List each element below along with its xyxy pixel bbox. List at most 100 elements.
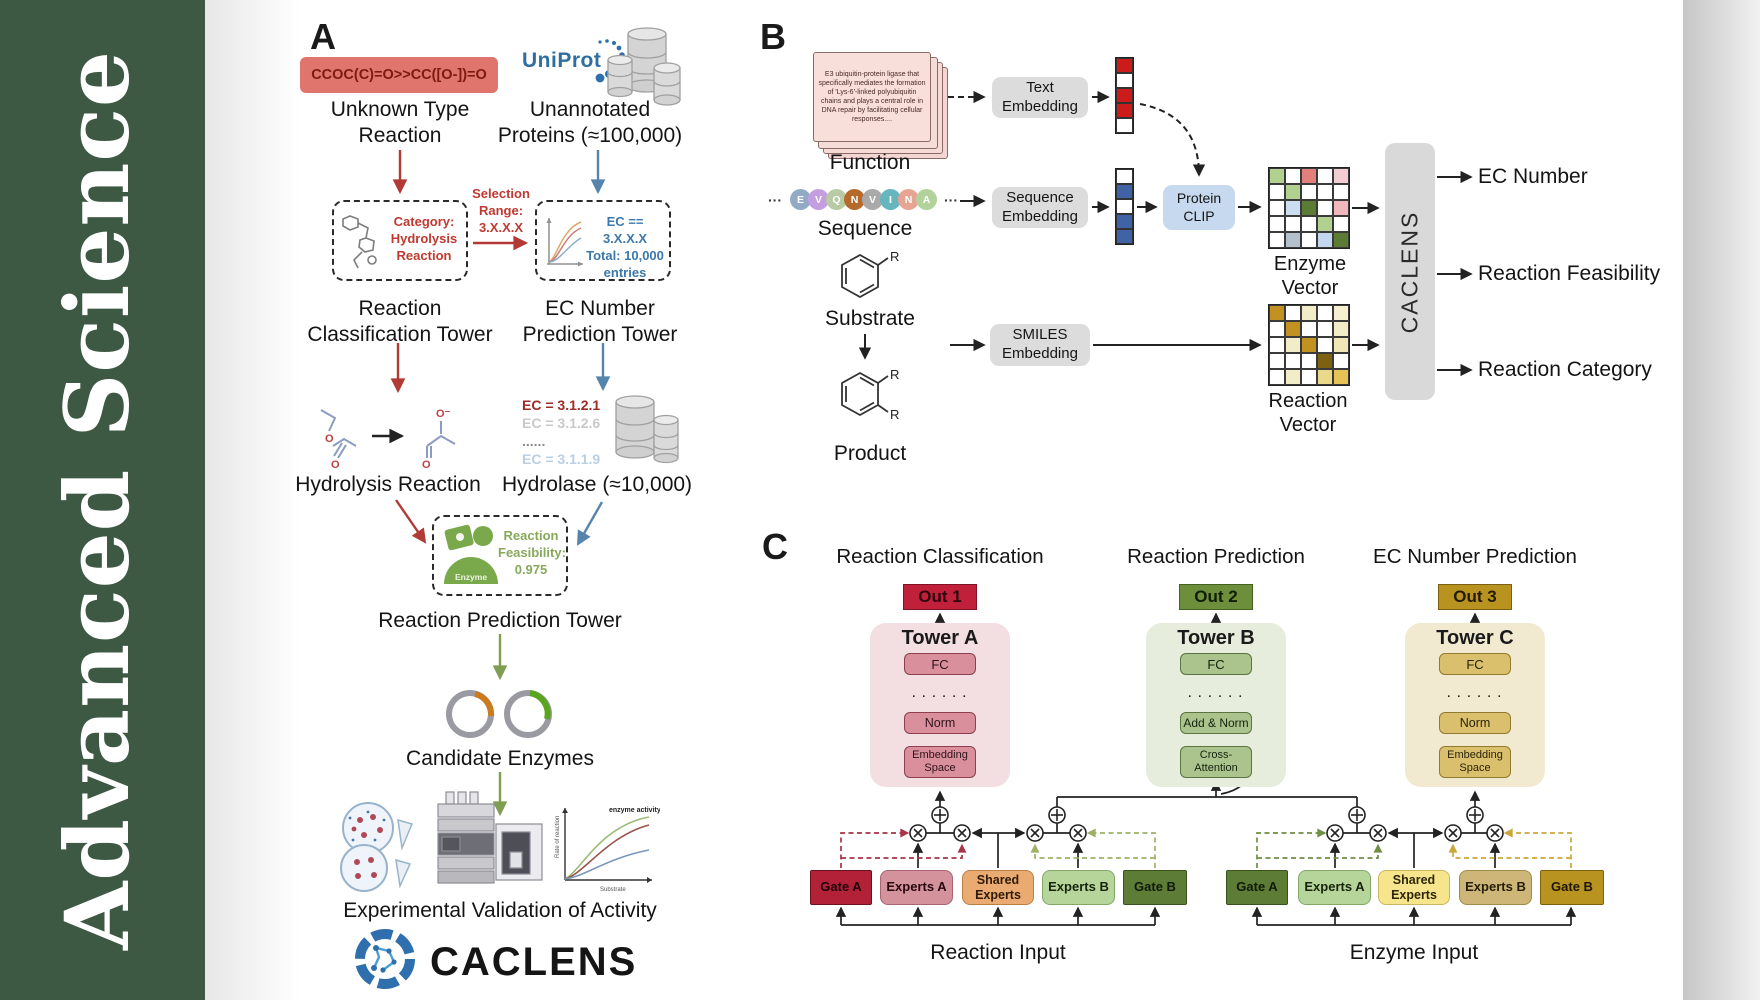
reaction-expertsB-box: Experts B — [1042, 870, 1115, 905]
reaction-vector-caption: Reaction Vector — [1268, 390, 1348, 437]
towerB-dots: . . . . . . — [1188, 688, 1244, 700]
ec-tower-caption: EC Number Prediction Tower — [522, 297, 678, 346]
substrate-caption: Substrate — [825, 307, 915, 330]
substrate-molecule-icon: R — [841, 250, 899, 299]
text-vector — [1115, 57, 1134, 134]
towerA-name: Tower A — [901, 627, 979, 649]
ec-filter-box — [535, 200, 671, 281]
towerB-addnorm: Add & Norm — [1180, 712, 1252, 734]
category-text: Category: Hydrolysis Reaction — [390, 214, 458, 263]
unknown-reaction-caption: Unknown Type Reaction — [330, 98, 470, 147]
towerB-crossattention: Cross- Attention — [1180, 746, 1252, 778]
enzyme-icon-label: Enzyme — [455, 572, 487, 582]
towerB-name: Tower B — [1177, 627, 1255, 649]
towerB-fc: FC — [1180, 653, 1252, 675]
molecule-scribble-icon — [342, 215, 377, 269]
page-shadow — [205, 0, 300, 1000]
function-card: E3 ubiquitin-protein ligase that specifi… — [813, 52, 931, 142]
title-ec-number-prediction: EC Number Prediction — [1373, 545, 1577, 568]
residue-Q: Q — [826, 189, 847, 210]
svg-text:R: R — [890, 407, 899, 422]
protein-database-icon — [607, 27, 681, 106]
selection-range-text: Selection Range: 3.X.X.X — [472, 186, 530, 235]
journal-name: Advanced Science — [45, 50, 149, 950]
kinetics-xlabel: Substrate — [600, 887, 626, 893]
hydrolase-database-icon — [615, 395, 679, 464]
svg-text:O: O — [325, 433, 334, 445]
towerC-dots: . . . . . . — [1447, 688, 1503, 700]
sequence-embedding-box: Sequence Embedding — [992, 187, 1088, 228]
svg-text:O⁻: O⁻ — [436, 408, 451, 420]
ec-result-list: EC = 3.1.2.1 EC = 3.1.2.6...... EC = 3.1.1… — [522, 396, 600, 468]
ec-filter-text: EC == 3.X.X.X Total: 10,000 entries — [586, 214, 664, 280]
enzyme-shared-experts-box: Shared Experts — [1378, 870, 1450, 905]
panelA-label: A — [310, 16, 336, 57]
hydrolysis-caption: Hydrolysis Reaction — [295, 473, 481, 496]
panelB-label: B — [760, 16, 786, 57]
enzyme-vector-grid — [1268, 167, 1350, 249]
smiles-chip: CCOC(C)=O>>CC([O-])=O — [300, 57, 498, 93]
function-caption: Function — [829, 151, 911, 174]
title-reaction-classification: Reaction Classification — [836, 545, 1044, 568]
panelB-arrows — [858, 90, 1473, 377]
reaction-input-caption: Reaction Input — [930, 941, 1066, 964]
reaction-vector-grid — [1268, 304, 1350, 386]
sequence-ellipsis-left: ··· — [768, 192, 782, 208]
enzyme-expertsB-box: Experts B — [1459, 870, 1532, 905]
kinetics-ylabel: Rate of reaction — [555, 816, 561, 858]
candidate-enzymes-caption: Candidate Enzymes — [406, 747, 594, 770]
page-edge — [1683, 0, 1760, 1000]
reaction-expertsA-box: Experts A — [880, 870, 953, 905]
caclens-bar-label: CACLENS — [1396, 210, 1423, 333]
enzyme-expertsA-box: Experts A — [1298, 870, 1371, 905]
residue-A: A — [916, 189, 937, 210]
enzyme-gateB-box: Gate B — [1540, 870, 1604, 905]
towerA-fc: FC — [904, 653, 976, 675]
panelC-label: C — [762, 526, 788, 567]
svg-text:R: R — [890, 250, 899, 264]
kinetics-plot: enzyme activity Rate of reaction Substra… — [555, 807, 660, 893]
classification-box — [332, 200, 468, 281]
out3-box: Out 3 — [1438, 584, 1512, 610]
validation-caption: Experimental Validation of Activity — [343, 899, 657, 922]
feasibility-text: Reaction Feasibility: 0.975 — [498, 528, 566, 577]
prediction-tower-caption: Reaction Prediction Tower — [378, 609, 622, 632]
towerA-norm: Norm — [904, 712, 976, 734]
residue-V: V — [862, 189, 883, 210]
residue-N: N — [844, 189, 865, 210]
journal-sidebar — [0, 0, 205, 1000]
enzyme-gateA-box: Gate A — [1226, 870, 1288, 905]
enzyme-icon: Enzyme — [444, 524, 498, 584]
svg-text:O: O — [331, 459, 340, 468]
text-embedding-box: Text Embedding — [992, 77, 1088, 118]
reaction-shared-experts-box: Shared Experts — [962, 870, 1034, 905]
journal-name-wrap: Advanced Science — [34, 28, 160, 972]
protein-clip-box: Protein CLIP — [1163, 185, 1235, 230]
sequence-ellipsis-right: ··· — [944, 192, 958, 208]
reaction-gateA-box: Gate A — [810, 870, 872, 905]
ec-list-item: ...... — [522, 433, 546, 449]
towerC-name: Tower C — [1436, 627, 1514, 649]
assay-dishes-icon — [340, 802, 414, 892]
towerC-embedding: Embedding Space — [1439, 746, 1511, 778]
feasibility-box — [432, 515, 568, 596]
caclens-bar: CACLENS — [1385, 143, 1435, 400]
ec-list-item: EC = 3.1.1.9 — [522, 451, 601, 467]
acetate-molecule-icon: O⁻ O — [422, 408, 456, 468]
ec-list-item: EC = 3.1.2.1 — [522, 397, 601, 413]
product-molecule-icon: R R — [841, 367, 899, 422]
ester-molecule-icon: O O — [320, 409, 357, 468]
svg-text:R: R — [890, 367, 899, 382]
out2-box: Out 2 — [1179, 584, 1253, 610]
title-reaction-prediction: Reaction Prediction — [1127, 545, 1305, 568]
enzyme-input-caption: Enzyme Input — [1349, 941, 1479, 964]
residue-V: V — [808, 189, 829, 210]
output-reaction-category: Reaction Category — [1478, 358, 1652, 381]
hydrolase-caption: Hydrolase (≈10,000) — [501, 473, 693, 496]
smiles-embedding-box: SMILES Embedding — [990, 324, 1090, 366]
towerC-norm: Norm — [1439, 712, 1511, 734]
unannotated-caption: Unannotated Proteins (≈100,000) — [497, 98, 683, 147]
reaction-gateB-box: Gate B — [1123, 870, 1187, 905]
